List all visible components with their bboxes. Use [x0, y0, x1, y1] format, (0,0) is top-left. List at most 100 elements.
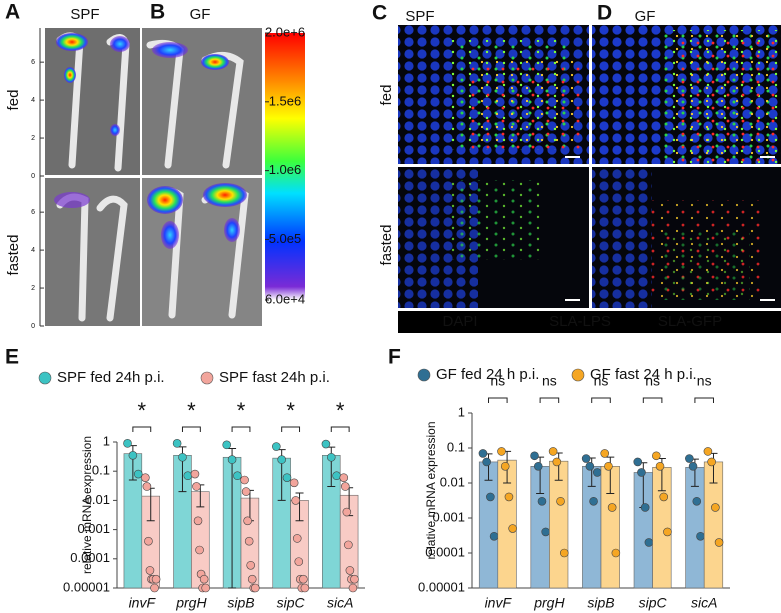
data-point — [711, 503, 720, 512]
x-tick-label: sipC — [277, 595, 306, 611]
fluorescence-images — [398, 25, 781, 333]
legend-marker — [200, 371, 214, 385]
data-point — [292, 534, 302, 543]
data-point — [195, 545, 204, 555]
error-bar — [295, 492, 304, 522]
bracket — [694, 397, 714, 403]
bracket — [488, 397, 508, 403]
data-point — [489, 532, 499, 541]
significance-label: * — [237, 398, 246, 423]
data-point — [537, 497, 547, 506]
row-label: fed — [378, 85, 395, 106]
data-point — [291, 496, 301, 505]
y-tick-label: 0.1 — [447, 439, 465, 454]
data-point — [633, 457, 643, 467]
data-point — [294, 557, 304, 566]
legend-marker — [571, 368, 585, 382]
data-point — [530, 451, 539, 461]
significance-label: ns — [490, 373, 505, 389]
data-point — [600, 449, 610, 458]
significance-label: * — [187, 398, 196, 423]
error-bar — [228, 447, 237, 589]
data-point — [659, 492, 669, 502]
data-point — [151, 574, 161, 584]
data-point — [500, 462, 510, 471]
data-point — [607, 503, 617, 512]
significance-label: ns — [645, 373, 660, 389]
data-point — [178, 452, 187, 462]
x-tick-label: prgH — [175, 595, 207, 611]
data-point — [142, 482, 152, 491]
data-point — [246, 560, 255, 570]
data-point — [652, 451, 661, 461]
y-tick-label: 0.00001 — [418, 579, 465, 594]
data-point — [222, 440, 232, 450]
bar — [478, 461, 499, 589]
x-tick-label: sipC — [639, 595, 668, 611]
data-point — [604, 462, 613, 471]
significance-label: ns — [697, 373, 712, 389]
bracket — [539, 397, 560, 403]
data-point — [611, 548, 621, 558]
panel-title: GF — [635, 8, 656, 25]
data-point — [348, 583, 358, 593]
data-point — [504, 492, 514, 502]
y-tick-label: 0.001 — [77, 521, 110, 536]
y-tick-label: 0.001 — [432, 509, 465, 524]
data-point — [282, 473, 292, 482]
panel-letter: F — [388, 346, 401, 369]
data-point — [244, 536, 254, 546]
data-point — [201, 583, 210, 593]
data-point — [199, 574, 209, 584]
data-point — [541, 527, 550, 537]
data-point — [344, 540, 353, 550]
panel-letter: A — [5, 1, 20, 24]
panel-title: SPF — [405, 8, 434, 25]
y-tick-label: 0.01 — [440, 474, 465, 489]
colorbar-label: 5.0e5 — [269, 231, 302, 246]
data-point — [707, 457, 716, 467]
data-point — [640, 503, 650, 512]
data-point — [243, 516, 252, 526]
ruler-label: 0 — [31, 173, 35, 180]
data-point — [172, 439, 182, 448]
data-point — [548, 447, 558, 456]
legend-label: SPF fast 24h p.i. — [219, 369, 330, 386]
legend-label: GF fast 24 h p.i. — [590, 366, 697, 383]
data-point — [637, 468, 646, 477]
y-tick-label: 1 — [458, 404, 465, 419]
data-point — [692, 497, 702, 506]
ruler-label: 6 — [31, 59, 35, 66]
data-point — [688, 462, 698, 471]
data-point — [592, 468, 602, 477]
data-point — [272, 442, 281, 451]
significance-label: * — [138, 398, 147, 423]
data-point — [655, 462, 665, 471]
data-point — [123, 439, 132, 448]
data-point — [300, 583, 310, 593]
y-tick-label: 1 — [103, 433, 110, 448]
panel-letter: B — [150, 1, 165, 24]
bracket — [231, 426, 251, 432]
data-point — [482, 457, 491, 467]
data-point — [478, 449, 488, 458]
data-point — [321, 439, 331, 449]
y-axis-title: relative mRNA expression — [424, 421, 438, 559]
data-point — [299, 574, 308, 584]
y-tick-label: 0.0001 — [70, 550, 110, 565]
y-tick-label: 0.0001 — [425, 544, 465, 559]
legend-label: SPF fed 24h p.i. — [57, 369, 165, 386]
data-point — [150, 583, 159, 593]
x-tick-label: sicA — [327, 595, 353, 611]
y-tick-label: 0.01 — [85, 492, 110, 507]
data-point — [233, 471, 242, 481]
data-point — [486, 492, 495, 502]
row-label: fasted — [378, 225, 395, 266]
data-point — [128, 451, 138, 460]
data-point — [240, 475, 249, 485]
data-point — [277, 455, 286, 464]
x-tick-label: sipB — [587, 595, 614, 611]
data-point — [342, 507, 352, 517]
data-point — [350, 574, 359, 584]
legend-marker — [38, 371, 52, 385]
